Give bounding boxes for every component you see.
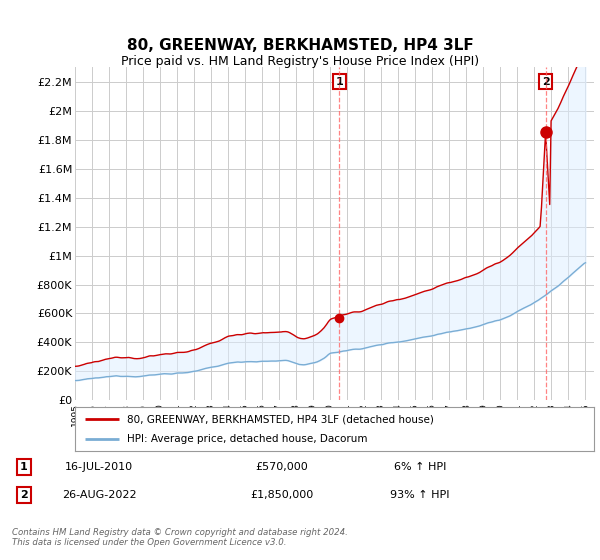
Text: 93% ↑ HPI: 93% ↑ HPI [390,490,450,500]
Text: 2: 2 [542,77,550,87]
Text: Contains HM Land Registry data © Crown copyright and database right 2024.
This d: Contains HM Land Registry data © Crown c… [12,528,348,547]
Text: £570,000: £570,000 [256,462,308,472]
Text: £1,850,000: £1,850,000 [250,490,314,500]
Text: HPI: Average price, detached house, Dacorum: HPI: Average price, detached house, Daco… [127,433,367,444]
Text: 80, GREENWAY, BERKHAMSTED, HP4 3LF: 80, GREENWAY, BERKHAMSTED, HP4 3LF [127,38,473,53]
Text: 80, GREENWAY, BERKHAMSTED, HP4 3LF (detached house): 80, GREENWAY, BERKHAMSTED, HP4 3LF (deta… [127,414,434,424]
Text: Price paid vs. HM Land Registry's House Price Index (HPI): Price paid vs. HM Land Registry's House … [121,55,479,68]
Text: 26-AUG-2022: 26-AUG-2022 [62,490,136,500]
Text: 16-JUL-2010: 16-JUL-2010 [65,462,133,472]
Text: 1: 1 [20,462,28,472]
Text: 6% ↑ HPI: 6% ↑ HPI [394,462,446,472]
Text: 1: 1 [335,77,343,87]
Text: 2: 2 [20,490,28,500]
